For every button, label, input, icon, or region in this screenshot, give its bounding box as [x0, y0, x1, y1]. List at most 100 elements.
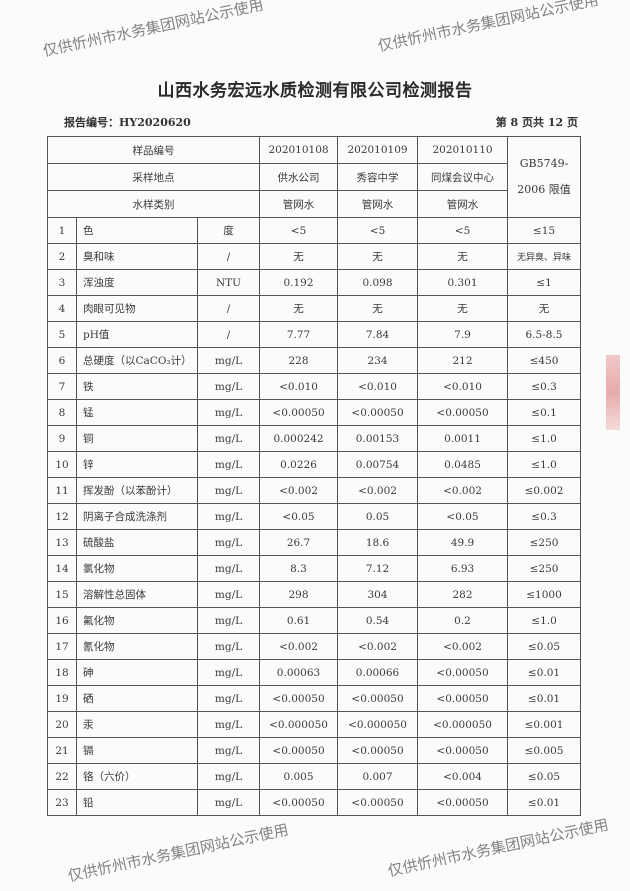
- result-value: <0.00050: [259, 399, 339, 426]
- row-number: 2: [47, 243, 77, 270]
- unit: mg/L: [196, 685, 261, 712]
- unit: mg/L: [196, 737, 261, 764]
- result-value: 0.54: [337, 607, 419, 634]
- result-value: <0.000050: [337, 711, 419, 738]
- limit-value: ≤1000: [507, 581, 582, 608]
- limit-value: ≤0.002: [507, 477, 582, 504]
- unit: mg/L: [196, 581, 261, 608]
- row-number: 19: [47, 685, 77, 712]
- table-row: 8 锰 mg/L <0.00050 <0.00050 <0.00050 ≤0.1: [47, 399, 582, 426]
- limit-value: ≤0.05: [507, 763, 582, 790]
- unit: mg/L: [196, 763, 261, 790]
- result-value: 0.007: [337, 763, 419, 790]
- sample-type: 管网水: [259, 190, 339, 218]
- result-value: 7.12: [337, 555, 419, 582]
- result-value: 228: [259, 347, 339, 374]
- result-value: 0.301: [417, 269, 509, 296]
- table-row: 21 镉 mg/L <0.00050 <0.00050 <0.00050 ≤0.005: [47, 737, 582, 764]
- result-value: 8.3: [259, 555, 339, 582]
- unit: /: [196, 243, 261, 270]
- result-value: <0.002: [417, 633, 509, 660]
- unit: mg/L: [196, 529, 261, 556]
- watermark-text: 仅供忻州市水务集团网站公示使用: [66, 820, 291, 885]
- item-name: 氰化物: [76, 633, 198, 660]
- result-value: <0.010: [417, 373, 509, 400]
- result-value: <0.002: [417, 477, 509, 504]
- header-row-sample-id: 样品编号 202010108 202010109 202010110 GB574…: [46, 136, 582, 218]
- result-value: 7.77: [259, 321, 339, 348]
- result-value: 无: [259, 295, 339, 322]
- table-row: 12 阴离子合成洗涤剂 mg/L <0.05 0.05 <0.05 ≤0.3: [47, 503, 582, 530]
- results-table: 样品编号 202010108 202010109 202010110 GB574…: [46, 136, 582, 816]
- limit-value: ≤0.1: [507, 399, 582, 426]
- sample-location: 供水公司: [259, 163, 339, 191]
- unit: mg/L: [196, 347, 261, 374]
- limit-value: ≤0.001: [507, 711, 582, 738]
- unit: NTU: [196, 269, 261, 296]
- unit: mg/L: [196, 425, 261, 452]
- result-value: <0.00050: [259, 789, 339, 816]
- result-value: 0.00153: [337, 425, 419, 452]
- result-value: <0.00050: [337, 399, 419, 426]
- location-label: 采样地点: [46, 163, 261, 191]
- item-name: 汞: [76, 711, 198, 738]
- limit-value: ≤15: [507, 217, 582, 244]
- result-value: 0.00066: [337, 659, 419, 686]
- result-value: <5: [337, 217, 419, 244]
- result-value: <0.00050: [417, 789, 509, 816]
- limit-value: ≤0.01: [507, 659, 582, 686]
- table-row: 2 臭和味 / 无无无无异臭、异味: [47, 243, 582, 270]
- item-name: 总硬度（以CaCO₃计）: [76, 347, 198, 374]
- unit: /: [196, 295, 261, 322]
- result-value: 49.9: [417, 529, 509, 556]
- limit-value: ≤0.005: [507, 737, 582, 764]
- item-name: pH值: [76, 321, 198, 348]
- sample-id: 202010108: [259, 136, 339, 164]
- row-number: 9: [47, 425, 77, 452]
- row-number: 22: [47, 763, 77, 790]
- limit-value: 无: [507, 295, 582, 322]
- unit: mg/L: [196, 555, 261, 582]
- result-value: 0.098: [337, 269, 419, 296]
- unit: mg/L: [196, 451, 261, 478]
- item-name: 硫酸盐: [76, 529, 198, 556]
- result-value: 7.9: [417, 321, 509, 348]
- item-name: 砷: [76, 659, 198, 686]
- result-value: <5: [259, 217, 339, 244]
- watermark-text: 仅供忻州市水务集团网站公示使用: [386, 815, 611, 880]
- result-value: <0.00050: [259, 685, 339, 712]
- table-row: 20 汞 mg/L <0.000050 <0.000050 <0.000050 ≤0.001: [47, 711, 582, 738]
- limit-value: ≤450: [507, 347, 582, 374]
- sample-id: 202010110: [417, 136, 509, 164]
- result-value: <0.002: [259, 633, 339, 660]
- result-value: <5: [417, 217, 509, 244]
- result-value: 0.192: [259, 269, 339, 296]
- table-row: 11 挥发酚（以苯酚计） mg/L <0.002 <0.002 <0.002 ≤0.002: [47, 477, 582, 504]
- row-number: 17: [47, 633, 77, 660]
- row-number: 11: [47, 477, 77, 504]
- unit: 度: [196, 217, 261, 244]
- result-value: 0.0226: [259, 451, 339, 478]
- limit-value: ≤0.01: [507, 789, 582, 816]
- result-value: 无: [337, 295, 419, 322]
- header-row-location: 采样地点 供水公司 秀容中学 同煤会议中心: [46, 163, 581, 191]
- table-row: 5 pH值/7.77 7.84 7.9 6.5-8.5: [47, 321, 582, 348]
- limit-value: ≤250: [507, 529, 582, 556]
- limit-value: ≤1: [507, 269, 582, 296]
- result-value: 无: [417, 295, 509, 322]
- limit-value: ≤0.3: [507, 373, 582, 400]
- unit: mg/L: [196, 789, 261, 816]
- unit: mg/L: [196, 711, 261, 738]
- table-row: 4 肉眼可见物 / 无无无无: [47, 295, 582, 322]
- item-name: 阴离子合成洗涤剂: [76, 503, 198, 530]
- unit: /: [196, 321, 261, 348]
- result-value: <0.00050: [259, 737, 339, 764]
- item-name: 铁: [76, 373, 198, 400]
- table-row: 19 硒 mg/L <0.00050 <0.00050 <0.00050 ≤0.01: [47, 685, 582, 712]
- result-value: 234: [337, 347, 419, 374]
- result-value: <0.002: [259, 477, 339, 504]
- item-name: 氯化物: [76, 555, 198, 582]
- sample-location: 同煤会议中心: [417, 163, 509, 191]
- unit: mg/L: [196, 659, 261, 686]
- table-row: 18 砷 mg/L 0.00063 0.00066 <0.00050 ≤0.01: [47, 659, 582, 686]
